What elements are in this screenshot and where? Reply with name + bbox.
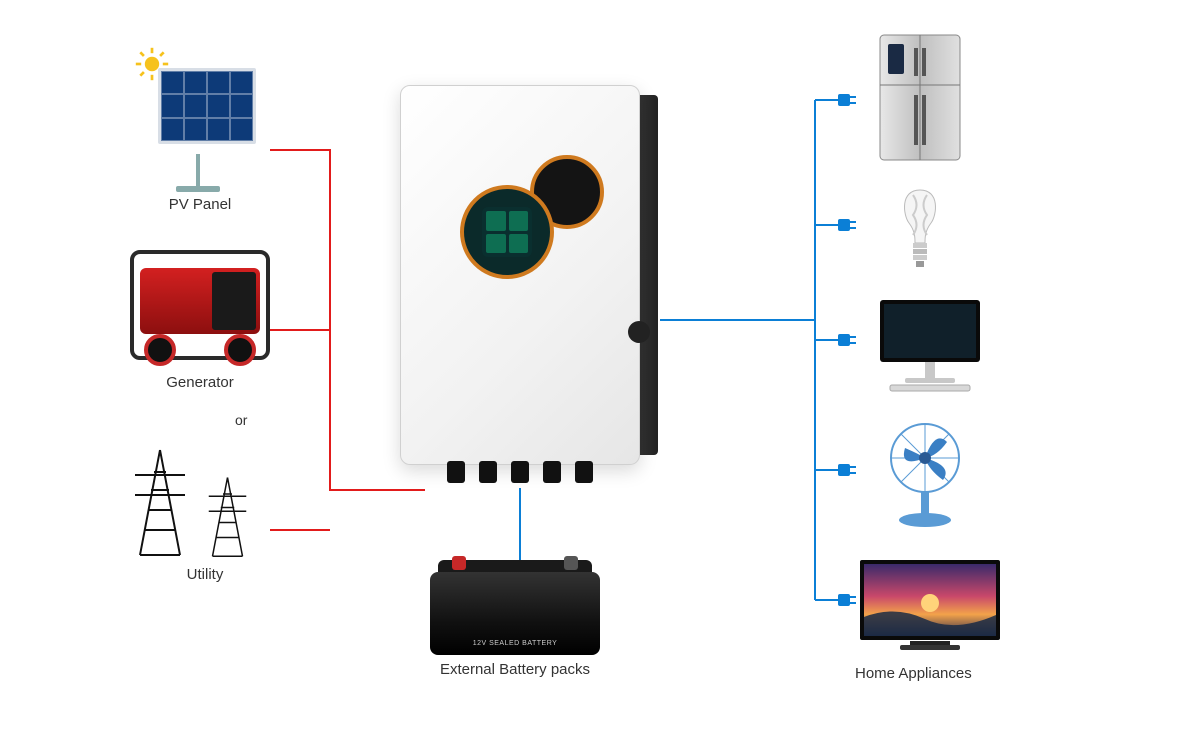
inverter-unit (400, 85, 640, 465)
utility-label: Utility (187, 566, 224, 583)
appliance-fridge (870, 30, 970, 165)
plug-icon (838, 94, 856, 106)
inverter-connector-icon (628, 321, 650, 343)
appliance-computer (865, 295, 995, 395)
bulb-icon (895, 185, 945, 270)
appliance-tv (855, 555, 1005, 655)
generator-label: Generator (166, 374, 234, 391)
pv-panel-icon (140, 50, 260, 190)
plug-icon (838, 219, 856, 231)
appliance-bulb (895, 185, 945, 270)
pylon-icon (130, 440, 280, 560)
battery-pack-text: 12V SEALED BATTERY (430, 640, 600, 647)
pv-label: PV Panel (169, 196, 232, 213)
fridge-icon (870, 30, 970, 165)
appliances-label: Home Appliances (855, 665, 972, 682)
fan-icon (875, 420, 975, 530)
or-text: or (235, 412, 247, 428)
node-battery: 12V SEALED BATTERY External Battery pack… (430, 560, 600, 678)
node-pv-panel: PV Panel (140, 50, 260, 213)
battery-label: External Battery packs (440, 661, 590, 678)
computer-icon (865, 295, 995, 395)
plug-icon (838, 594, 856, 606)
generator-icon (130, 250, 270, 360)
appliance-fan (875, 420, 975, 530)
plug-icon (838, 334, 856, 346)
battery-icon: 12V SEALED BATTERY (430, 560, 600, 655)
diagram-stage: PV Panel Generator or (0, 0, 1200, 750)
tv-icon (855, 555, 1005, 655)
inverter-display-icon (460, 185, 554, 279)
plug-icon (838, 464, 856, 476)
node-utility: Utility (130, 440, 280, 583)
node-generator: Generator (130, 250, 270, 391)
